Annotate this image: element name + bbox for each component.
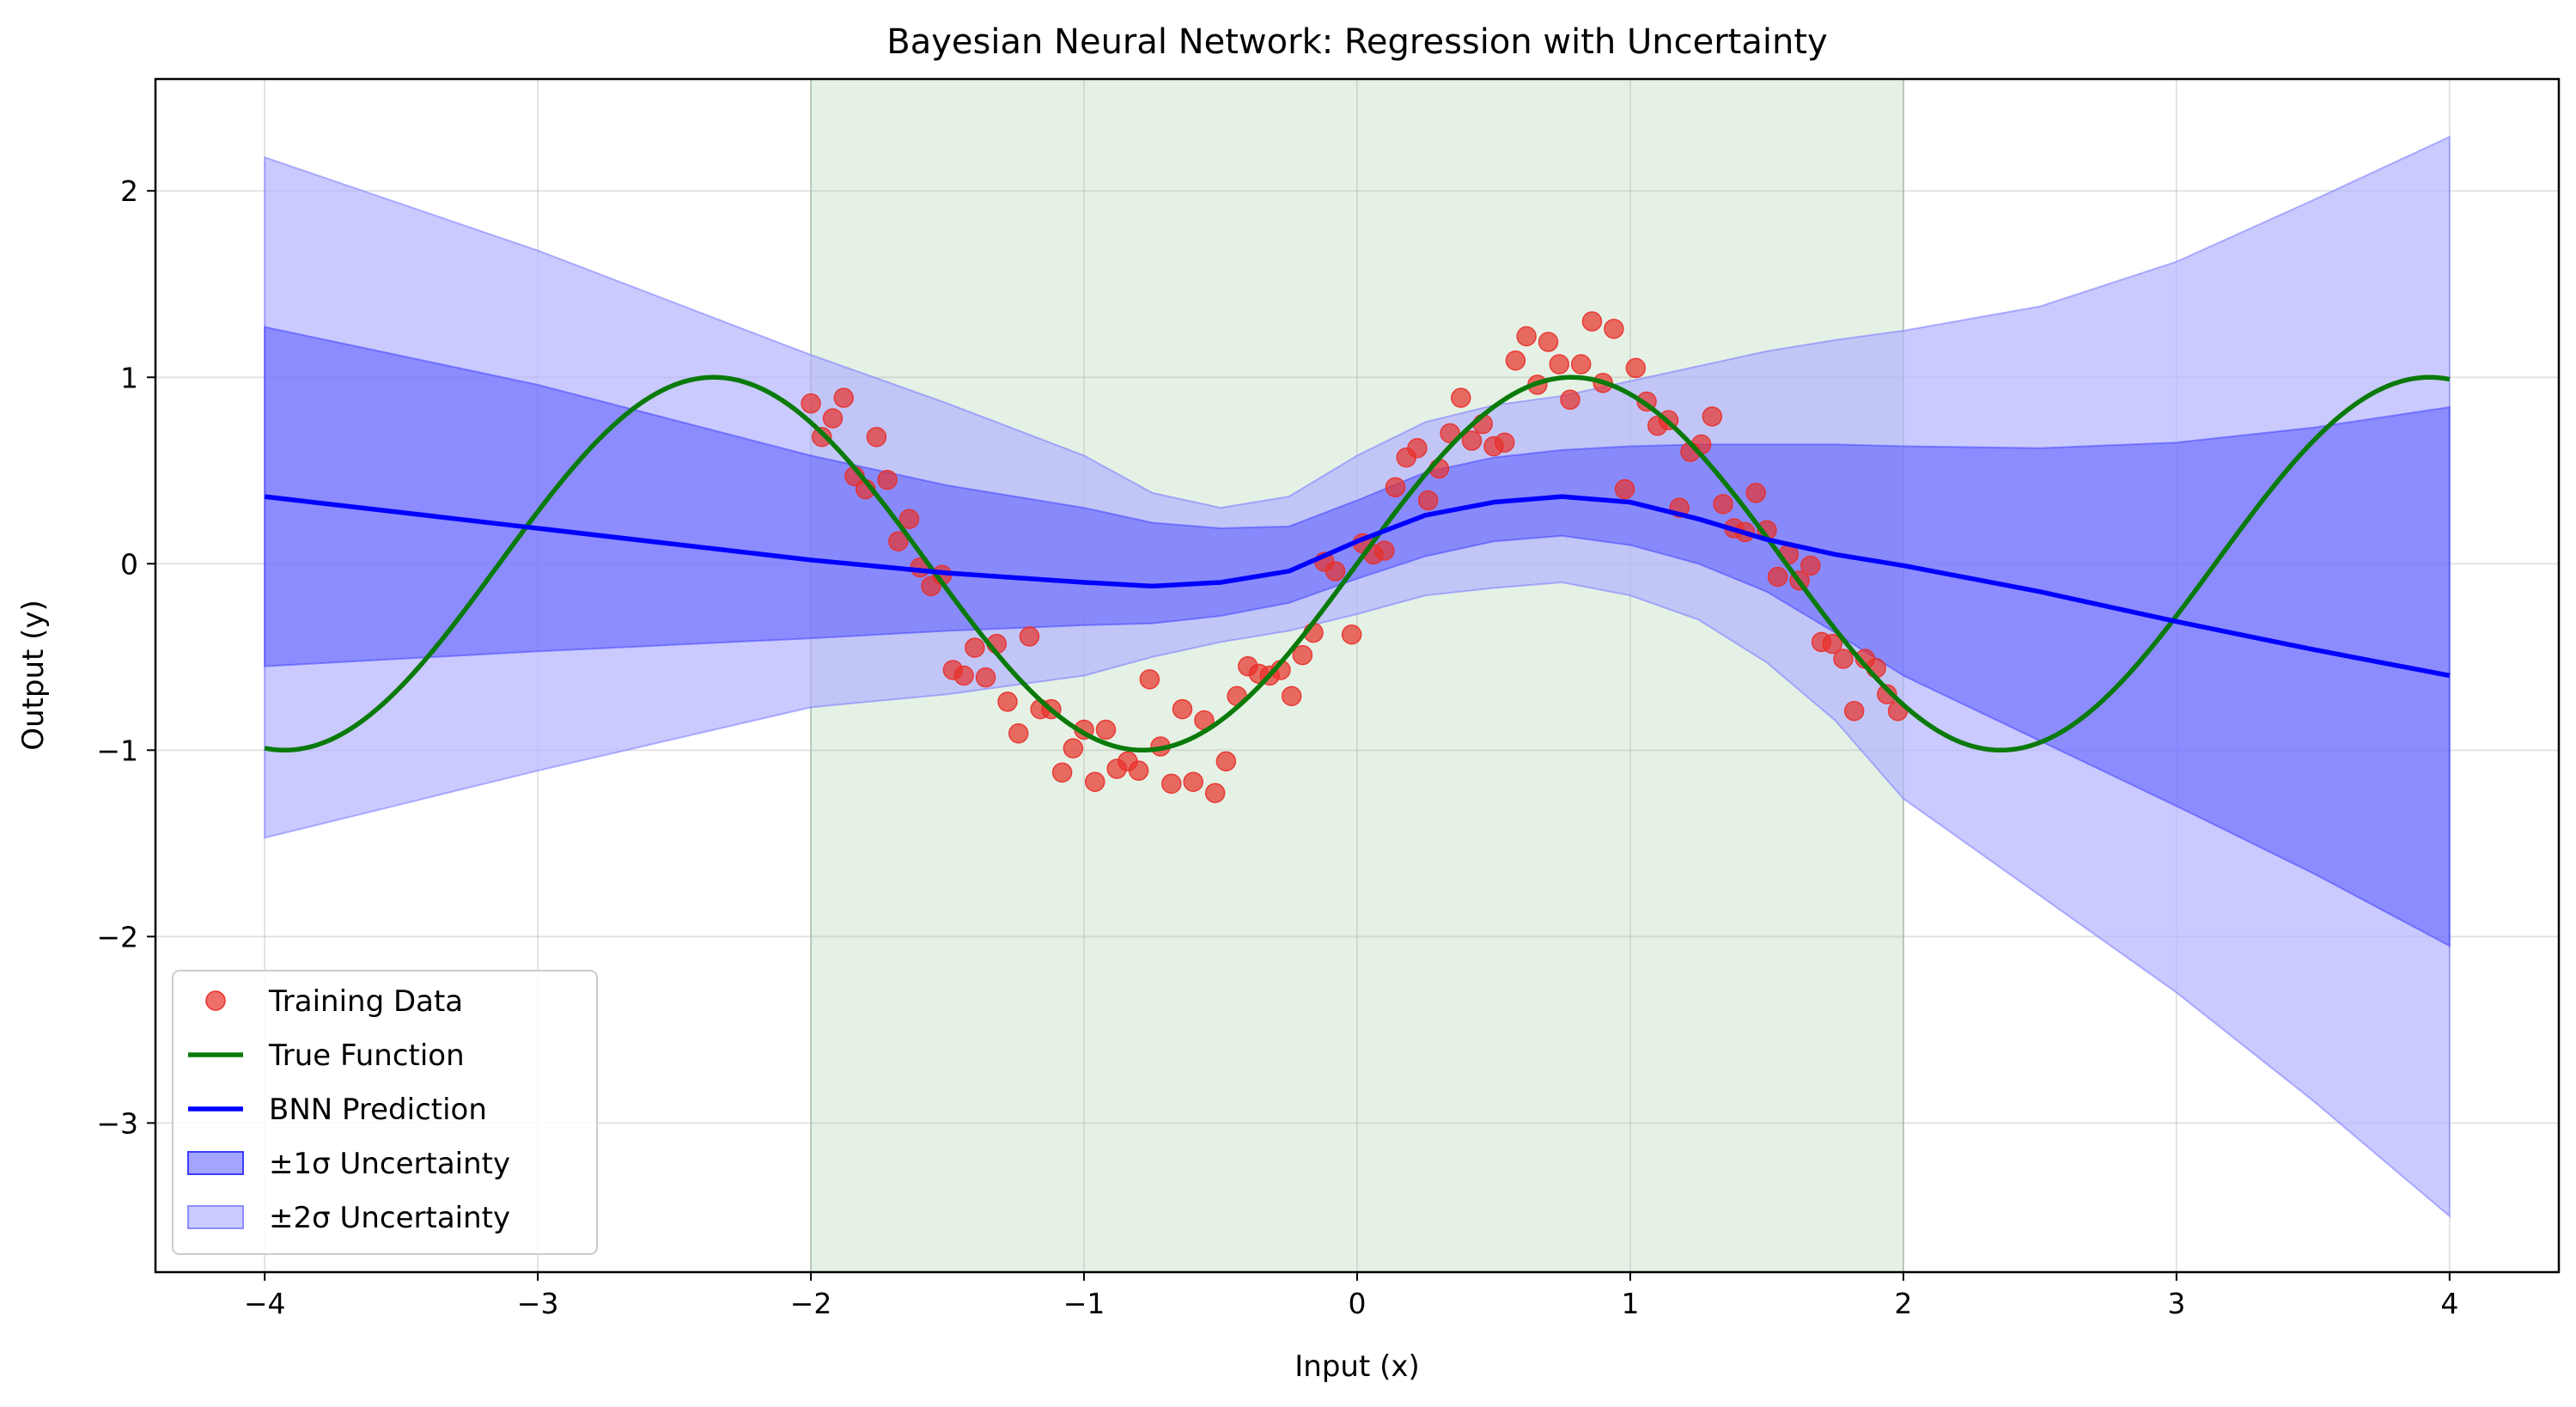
- training-point: [1008, 723, 1029, 744]
- training-point: [1833, 649, 1854, 669]
- series-true-function: [264, 375, 2451, 753]
- training-point: [1614, 478, 1635, 500]
- x-tick-label: 0: [1349, 1287, 1367, 1320]
- training-point: [1877, 684, 1897, 704]
- training-point: [1570, 354, 1592, 375]
- training-point: [866, 426, 887, 448]
- training-point: [1407, 437, 1428, 459]
- training-point: [1560, 389, 1580, 411]
- training-point: [1451, 387, 1471, 408]
- training-point: [1843, 700, 1865, 722]
- training-point: [1139, 669, 1160, 690]
- x-tick-label: −3: [517, 1287, 559, 1320]
- training-point: [1051, 762, 1073, 783]
- band-1sigma: [264, 326, 2451, 947]
- training-point: [1204, 783, 1226, 803]
- x-tick-label: −4: [244, 1287, 286, 1320]
- training-point: [1494, 432, 1515, 453]
- legend-box: [172, 970, 598, 1255]
- training-point: [801, 393, 821, 414]
- training-point: [1281, 685, 1302, 707]
- training-point: [1215, 751, 1237, 772]
- y-tick-label: −2: [96, 920, 138, 953]
- training-point: [1325, 561, 1346, 582]
- x-tick-label: 3: [2167, 1287, 2185, 1320]
- training-point: [822, 408, 843, 429]
- training-point: [877, 469, 898, 490]
- y-tick-label: −3: [96, 1106, 138, 1140]
- training-point: [1341, 624, 1362, 645]
- training-point: [1505, 350, 1526, 371]
- chart-title: Bayesian Neural Network: Regression with…: [886, 22, 1827, 62]
- training-point: [1128, 760, 1149, 781]
- x-tick-label: 1: [1621, 1287, 1639, 1320]
- training-point: [1516, 326, 1537, 347]
- training-point: [1581, 311, 1603, 332]
- training-point: [1702, 406, 1723, 427]
- training-point: [1800, 555, 1821, 576]
- training-point: [953, 665, 974, 686]
- training-point: [1172, 698, 1193, 720]
- x-tick-label: −1: [1063, 1287, 1105, 1320]
- training-point: [1713, 494, 1733, 515]
- training-point: [1417, 490, 1439, 511]
- training-point: [812, 426, 832, 448]
- y-axis-label: Output (y): [16, 600, 51, 751]
- training-point: [1374, 540, 1395, 561]
- training-point: [1461, 430, 1483, 451]
- y-tick-label: −1: [96, 734, 138, 767]
- training-point: [1085, 771, 1105, 792]
- x-axis: −4 −3 −2 −1 0 1 2 3 4: [244, 1272, 2458, 1320]
- legend-patch-2sigma: [187, 1205, 244, 1229]
- training-point: [1822, 633, 1842, 655]
- training-point: [1292, 644, 1313, 666]
- training-point: [997, 691, 1018, 712]
- x-tick-label: −2: [790, 1287, 832, 1320]
- x-tick-label: 2: [1894, 1287, 1912, 1320]
- legend-label: ±2σ Uncertainty: [269, 1201, 510, 1235]
- training-point: [1385, 477, 1406, 498]
- legend-label: Training Data: [268, 984, 463, 1019]
- training-point: [898, 509, 920, 529]
- x-tick-label: 4: [2440, 1287, 2458, 1320]
- training-point: [1440, 423, 1460, 444]
- training-point: [1161, 773, 1182, 795]
- legend: Training Data True Function BNN Prediction…: [172, 970, 598, 1255]
- training-point: [1019, 626, 1040, 647]
- training-point: [1549, 354, 1570, 375]
- legend-patch-1sigma: [187, 1151, 244, 1175]
- training-point: [1604, 319, 1624, 339]
- plot-area: [155, 79, 2559, 1272]
- y-axis: −3 −2 −1 0 1 2: [96, 174, 155, 1140]
- x-axis-label: Input (x): [1294, 1349, 1420, 1384]
- training-point: [1767, 566, 1788, 588]
- legend-marker-training: [205, 990, 226, 1011]
- legend-label: True Function: [268, 1038, 465, 1073]
- y-tick-label: 2: [120, 174, 138, 208]
- training-point: [1183, 771, 1203, 792]
- legend-label: ±1σ Uncertainty: [269, 1147, 510, 1181]
- series-bnn-prediction: [264, 494, 2451, 679]
- training-point: [1095, 719, 1117, 740]
- y-tick-label: 0: [120, 547, 138, 581]
- training-point: [1538, 332, 1559, 352]
- training-point: [965, 637, 985, 658]
- training-point: [1063, 738, 1084, 758]
- training-point: [1625, 357, 1647, 379]
- legend-label: BNN Prediction: [269, 1093, 487, 1127]
- y-tick-label: 1: [120, 361, 138, 394]
- training-point: [833, 387, 854, 408]
- training-point: [1745, 483, 1766, 503]
- training-point: [975, 667, 996, 688]
- training-point: [888, 531, 909, 551]
